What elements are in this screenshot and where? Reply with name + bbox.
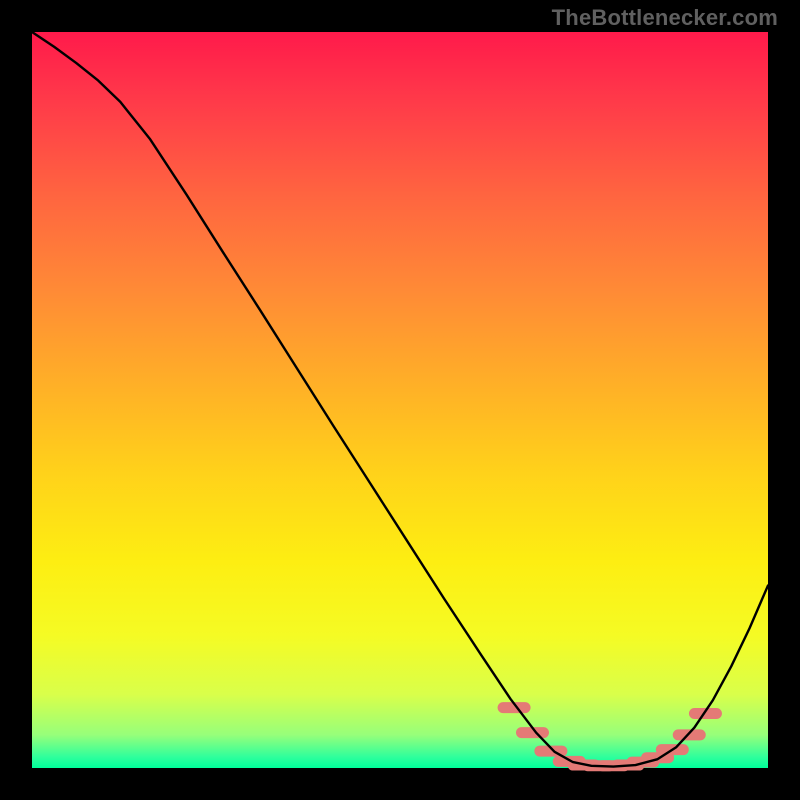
chart-curve [32, 32, 768, 767]
plot-area [32, 32, 768, 768]
chart-svg [32, 32, 768, 768]
watermark-text: TheBottlenecker.com [552, 5, 778, 31]
